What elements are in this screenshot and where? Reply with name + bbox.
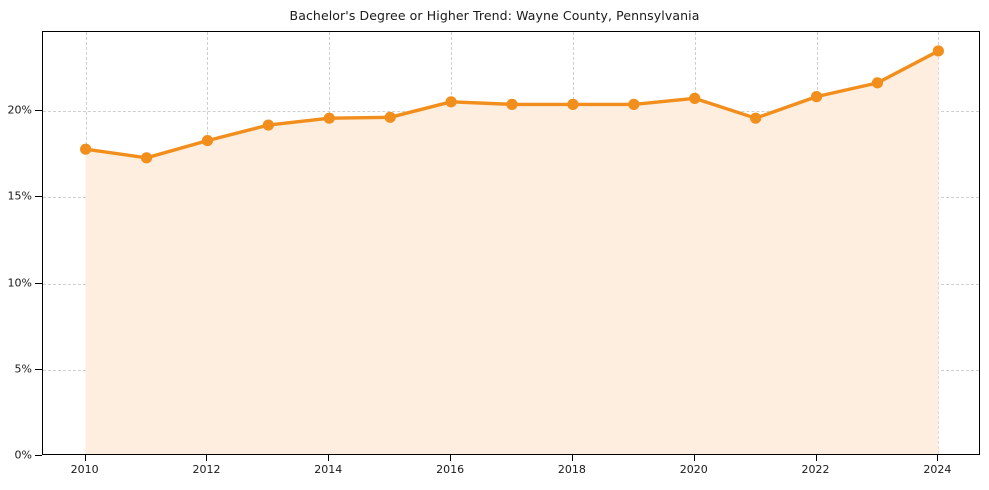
y-axis-tick-mark	[35, 282, 42, 284]
x-axis-tick-layer: 2010 2012 2014 2016 2018 2020 2022 2024	[0, 455, 989, 490]
y-axis-tick-label: 10%	[7, 276, 32, 290]
x-axis-tick-label: 2018	[557, 463, 586, 476]
data-point-marker	[201, 134, 214, 147]
y-axis-tick-mark	[35, 110, 42, 112]
data-point-marker	[567, 98, 579, 110]
x-axis-tick-label: 2014	[314, 463, 343, 476]
data-point-marker	[506, 98, 518, 110]
data-point-marker	[689, 92, 701, 104]
chart-title: Bachelor's Degree or Higher Trend: Wayne…	[289, 8, 700, 23]
data-series-layer	[80, 45, 944, 454]
y-axis-tick-labels: 0% 5% 10% 15% 20%	[0, 31, 32, 462]
x-axis-tick-label: 2016	[436, 463, 465, 476]
y-axis-tick-label: 20%	[7, 103, 32, 117]
data-point-marker	[445, 96, 457, 108]
data-point-marker	[628, 98, 640, 110]
x-axis-tick-label: 2022	[801, 463, 830, 476]
y-axis-tick-mark	[35, 196, 42, 198]
x-axis-tick-mark	[937, 455, 939, 461]
y-axis-tick-marks	[0, 31, 42, 456]
x-axis-tick-label: 2012	[192, 463, 221, 476]
x-axis-tick-mark	[206, 455, 208, 461]
y-axis-tick-label: 5%	[14, 362, 32, 376]
y-axis-tick-label: 15%	[7, 189, 32, 203]
y-axis-tick-mark	[35, 455, 42, 456]
x-axis-tick-mark	[571, 455, 573, 461]
data-point-marker	[384, 111, 396, 123]
y-axis-tick-label: 0%	[14, 448, 32, 462]
data-point-markers	[80, 45, 944, 164]
data-point-marker	[932, 45, 944, 57]
data-point-marker	[140, 152, 153, 164]
x-axis-tick-label: 2020	[679, 463, 708, 476]
data-point-marker	[750, 112, 762, 124]
data-point-marker	[871, 77, 884, 89]
x-axis-tick-mark	[328, 455, 330, 461]
plot-area	[42, 31, 980, 455]
data-point-marker	[80, 143, 92, 155]
x-axis-tick-label: 2024	[923, 463, 952, 476]
area-fill	[85, 50, 939, 454]
data-point-marker	[810, 91, 823, 103]
data-point-marker	[262, 119, 274, 131]
x-axis-tick-label: 2010	[70, 463, 99, 476]
x-axis-tick-mark	[815, 455, 817, 461]
y-axis-tick-mark	[35, 368, 42, 370]
x-axis-tick-mark	[693, 455, 695, 461]
x-axis-tick-mark	[84, 455, 86, 461]
data-point-marker	[323, 112, 335, 124]
x-axis-tick-mark	[450, 455, 452, 461]
gridline-vertical	[938, 32, 940, 454]
